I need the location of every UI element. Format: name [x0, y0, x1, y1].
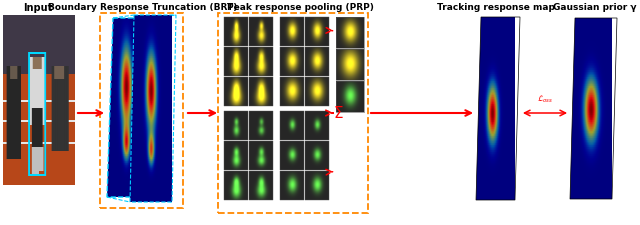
Bar — [305, 171, 329, 200]
Bar — [224, 171, 248, 200]
Bar — [249, 111, 273, 140]
Text: Gaussian prior γ: Gaussian prior γ — [553, 3, 637, 12]
Bar — [336, 81, 364, 112]
Bar — [280, 171, 304, 200]
Bar — [224, 77, 248, 106]
Bar — [305, 111, 329, 140]
Bar — [218, 13, 368, 213]
Text: $\mathcal{L}_{oss}$: $\mathcal{L}_{oss}$ — [537, 94, 553, 105]
Bar — [249, 47, 273, 76]
Bar — [336, 17, 364, 48]
Bar — [280, 141, 304, 170]
Bar — [249, 77, 273, 106]
Bar — [249, 17, 273, 46]
Bar — [336, 49, 364, 80]
Bar — [249, 141, 273, 170]
Text: Boundary Response Truncation (BRT): Boundary Response Truncation (BRT) — [48, 3, 237, 12]
Bar — [280, 47, 304, 76]
Bar — [224, 47, 248, 76]
Text: $\Sigma$: $\Sigma$ — [333, 105, 344, 121]
Text: Peak response pooling (PRP): Peak response pooling (PRP) — [227, 3, 373, 12]
Bar — [305, 141, 329, 170]
Bar — [305, 17, 329, 46]
Bar — [305, 47, 329, 76]
Bar — [249, 171, 273, 200]
Bar — [280, 17, 304, 46]
Bar — [224, 141, 248, 170]
Bar — [224, 111, 248, 140]
Text: Input: Input — [24, 3, 52, 13]
Bar — [280, 77, 304, 106]
Text: Tracking response map: Tracking response map — [437, 3, 555, 12]
Bar — [280, 111, 304, 140]
Bar — [224, 17, 248, 46]
Bar — [100, 13, 183, 208]
Bar — [305, 77, 329, 106]
